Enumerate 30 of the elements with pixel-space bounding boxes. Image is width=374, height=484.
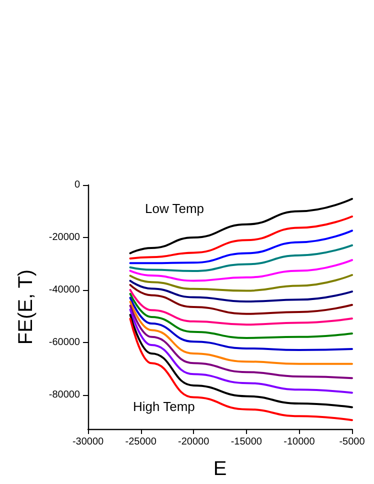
y-tick-label: -40000 <box>48 284 80 296</box>
x-tick-label: -25000 <box>125 436 157 448</box>
annotation: High Temp <box>133 399 195 414</box>
x-tick-label: -5000 <box>339 436 366 448</box>
y-tick-label: -80000 <box>48 389 80 400</box>
y-tick-label: -20000 <box>48 232 80 243</box>
x-tick-label: -30000 <box>72 436 104 448</box>
line-series <box>129 308 353 394</box>
y-axis-title: FE(E, T) <box>15 269 37 345</box>
line-series <box>129 318 353 422</box>
x-tick-label: -10000 <box>284 436 316 448</box>
line-series <box>129 288 353 326</box>
line-series <box>129 296 353 352</box>
line-series <box>129 274 353 292</box>
line-series <box>129 300 353 365</box>
annotation: Low Temp <box>145 201 204 216</box>
y-tick-label: -60000 <box>48 336 80 348</box>
x-tick-label: -15000 <box>230 436 262 448</box>
line-series <box>129 284 353 315</box>
line-series <box>129 230 353 264</box>
line-series <box>129 304 353 380</box>
line-series <box>129 198 353 254</box>
y-tick-label: 0 <box>74 180 80 190</box>
line-series <box>129 244 353 272</box>
line-series <box>129 259 353 282</box>
line-series <box>129 292 353 339</box>
x-tick-label: -20000 <box>178 436 210 448</box>
x-axis-title: E <box>213 458 227 480</box>
line-series <box>129 215 353 260</box>
line-series <box>129 280 353 302</box>
